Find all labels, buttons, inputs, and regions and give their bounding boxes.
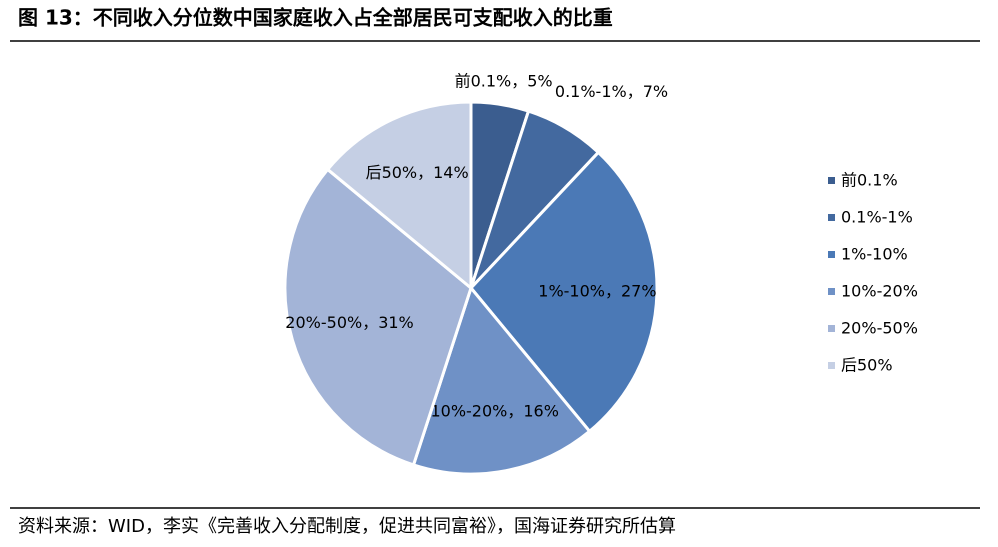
pie-slice (469, 150, 659, 434)
pie-slice (325, 100, 473, 292)
pie-slice (411, 284, 592, 476)
data-label: 前0.1%，5% (455, 72, 553, 91)
legend-label: 前0.1% (841, 171, 898, 190)
legend-swatch (828, 214, 835, 221)
legend-swatch (828, 362, 835, 369)
legend-label: 后50% (841, 356, 893, 375)
legend-label: 20%-50% (841, 319, 918, 338)
pie-slice (283, 167, 473, 467)
data-label: 20%-50%，31% (285, 313, 413, 332)
legend-label: 0.1%-1% (841, 208, 913, 227)
chart-title: 图 13：不同收入分位数中国家庭收入占全部居民可支配收入的比重 (18, 6, 613, 30)
data-label: 1%-10%，27% (538, 281, 656, 300)
legend-swatch (828, 325, 835, 332)
data-label: 0.1%-1%，7% (555, 82, 668, 101)
legend-swatch (828, 251, 835, 258)
legend-label: 10%-20% (841, 282, 918, 301)
legend-swatch (828, 288, 835, 295)
legend-swatch (828, 177, 835, 184)
data-label: 后50%，14% (366, 163, 469, 182)
source-note: 资料来源：WID，李实《完善收入分配制度，促进共同富裕》，国海证券研究所估算 (18, 516, 676, 537)
legend-label: 1%-10% (841, 245, 908, 264)
data-label: 10%-20%，16% (430, 402, 558, 421)
